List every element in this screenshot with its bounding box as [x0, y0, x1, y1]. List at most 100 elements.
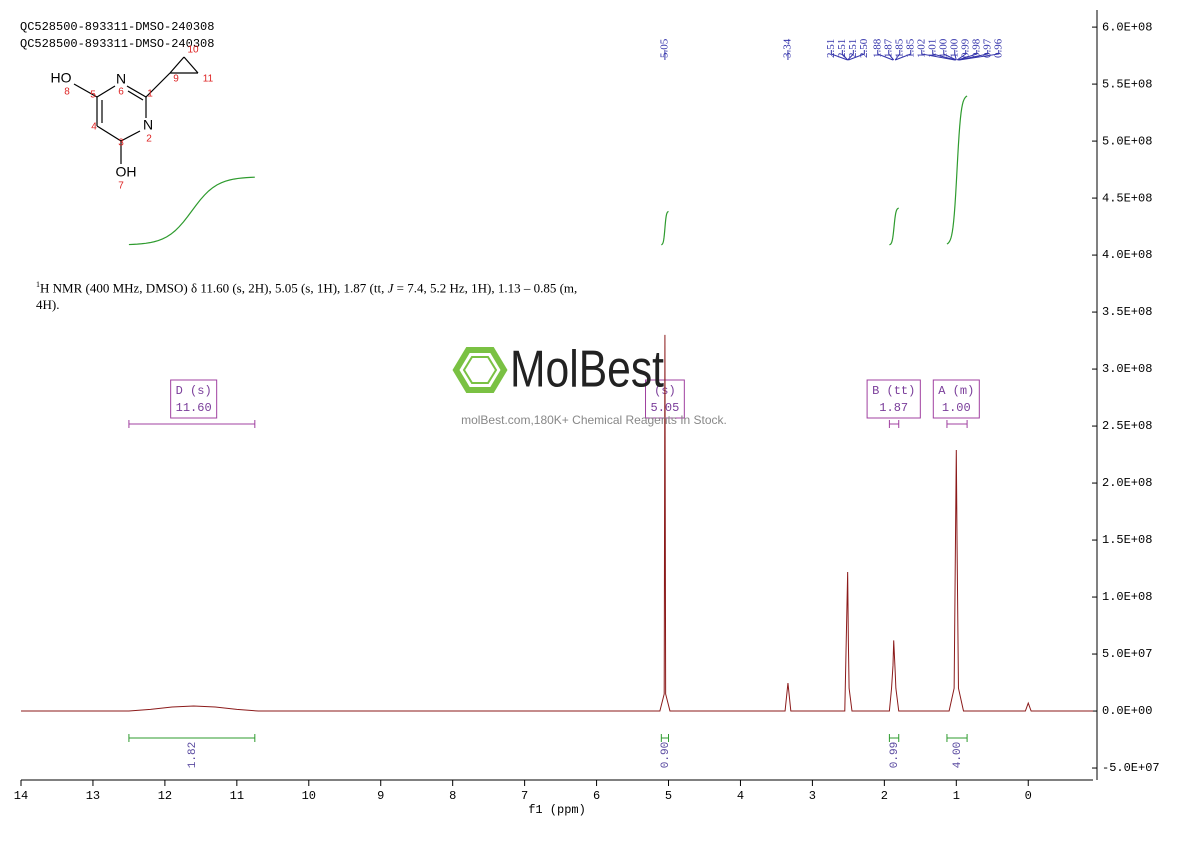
superscript: 1	[36, 280, 40, 289]
x-tick-label: 1	[953, 789, 960, 803]
multiplet-name: A (m)	[938, 384, 974, 398]
peak-label: 1.87	[882, 38, 894, 58]
peak-connector	[959, 50, 1000, 61]
x-tick-label: 11	[230, 789, 244, 803]
y-tick-label: 0.0E+00	[1102, 704, 1152, 718]
x-tick-label: 0	[1025, 789, 1032, 803]
peak-connector	[894, 50, 912, 61]
y-tick-label: 1.5E+08	[1102, 533, 1152, 547]
atom-number: 7	[118, 181, 124, 192]
atom-label: N	[116, 71, 126, 87]
multiplet-shift: 11.60	[176, 401, 212, 415]
peak-label: 2.51	[836, 39, 848, 58]
peak-connector	[830, 50, 848, 61]
atom-number: 4	[91, 122, 97, 133]
peak-label: 1.85	[893, 38, 905, 58]
multiplet-name: D (s)	[176, 384, 212, 398]
peak-connector	[877, 50, 894, 61]
peak-label: 0.97	[981, 38, 993, 58]
multiplet-name: B (tt)	[872, 384, 915, 398]
multiplet-shift: 1.87	[879, 401, 908, 415]
atom-number: 8	[64, 87, 70, 98]
x-tick-label: 9	[377, 789, 384, 803]
x-tick-label: 5	[665, 789, 672, 803]
peak-label: 0.98	[970, 38, 982, 58]
x-tick-label: 13	[86, 789, 100, 803]
italic: J	[387, 280, 394, 296]
peak-connector	[847, 50, 854, 61]
atom-label: OH	[116, 164, 137, 180]
spectrum	[21, 334, 1093, 712]
atom-label: HO	[51, 70, 72, 86]
peak-label: 5.05	[658, 38, 670, 58]
peak-connector	[888, 50, 895, 61]
peak-label: 2.51	[847, 39, 859, 58]
x-tick-label: 3	[809, 789, 816, 803]
y-tick-label: -5.0E+07	[1102, 761, 1160, 775]
y-tick-label: 3.0E+08	[1102, 362, 1152, 376]
x-tick-label: 12	[158, 789, 172, 803]
peak-connector	[921, 50, 955, 61]
peak-connector	[957, 50, 978, 61]
watermark: MolBest molBest.com,180K+ Chemical Reage…	[452, 341, 727, 427]
peak-connector	[958, 50, 989, 61]
peak-connector	[841, 50, 849, 61]
atom-number: 1	[147, 89, 153, 100]
x-tick-label: 7	[521, 789, 528, 803]
integral-label: 1.82	[187, 742, 199, 768]
plot: 14 13 12 11 10 9 8 7 6 5 4 3 2 1 06.0E+085.5E+085.0E+0…	[14, 20, 1160, 803]
multiplet-box	[170, 379, 218, 419]
y-tick-label: 2.0E+08	[1102, 476, 1152, 490]
header-line: QC528500-893311-DMSO-240308	[20, 20, 214, 34]
structure-labels: HO 8 N 6 5 1 9 10 11 4 3 N 2 OH 7	[51, 45, 214, 192]
integral-label: 0.99	[889, 742, 901, 768]
peak-label: 1.02	[915, 39, 927, 58]
peak-label: 1.00	[937, 38, 949, 58]
atom-number: 6	[118, 87, 124, 98]
peak-label: 1.00	[948, 38, 960, 58]
y-tick-label: 5.0E+08	[1102, 134, 1152, 148]
x-tick-label: 6	[593, 789, 600, 803]
atom-number: 2	[146, 134, 152, 145]
x-tick-label: 4	[737, 789, 744, 803]
peak-connector	[956, 50, 967, 61]
y-tick-label: 1.0E+08	[1102, 590, 1152, 604]
y-tick-label: 6.0E+08	[1102, 20, 1152, 34]
multiplet-box	[866, 379, 921, 419]
watermark-text: molBest.com,180K+ Chemical Reagents In S…	[461, 413, 727, 427]
peak-label: 2.51	[825, 39, 837, 58]
peak-label: 0.96	[992, 38, 1004, 58]
atom-number: 10	[187, 45, 199, 56]
integral-curve	[128, 176, 255, 246]
y-tick-label: 3.5E+08	[1102, 305, 1152, 319]
atom-number: 11	[203, 74, 214, 85]
peak-label: 1.85	[904, 38, 916, 58]
x-tick-label: 10	[302, 789, 316, 803]
peak-connector	[943, 50, 957, 61]
peak-connector	[954, 50, 957, 61]
integral-curve	[889, 207, 899, 246]
y-tick-label: 5.5E+08	[1102, 77, 1152, 91]
peak-connector	[894, 50, 901, 61]
x-tick-label: 2	[881, 789, 888, 803]
x-tick-label: 8	[449, 789, 456, 803]
y-tick-label: 2.5E+08	[1102, 419, 1152, 433]
structure	[73, 56, 199, 164]
nmr-description: 1H NMR (400 MHz, DMSO) δ 11.60 (s, 2H), …	[36, 276, 596, 313]
multiplet-box	[932, 379, 980, 419]
text: = 7.4, 5.2 Hz, 1H), 1.13 – 0.85 (m, 4H).	[36, 280, 578, 313]
integral-label: 0.90	[660, 742, 672, 768]
integral-curve	[946, 95, 968, 245]
peak-label: 2.50	[858, 38, 870, 58]
y-tick-label: 5.0E+07	[1102, 647, 1152, 661]
x-axis-label: f1 (ppm)	[528, 803, 586, 817]
peak-label: 1.88	[871, 38, 883, 58]
header-line: QC528500-893311-DMSO-240308	[20, 37, 214, 51]
peak-label: 0.99	[959, 38, 971, 58]
integral-curve	[661, 210, 669, 246]
y-tick-label: 4.5E+08	[1102, 191, 1152, 205]
peak-label: 1.01	[926, 39, 938, 58]
peak-connector	[932, 50, 956, 61]
atom-number: 9	[173, 74, 179, 85]
